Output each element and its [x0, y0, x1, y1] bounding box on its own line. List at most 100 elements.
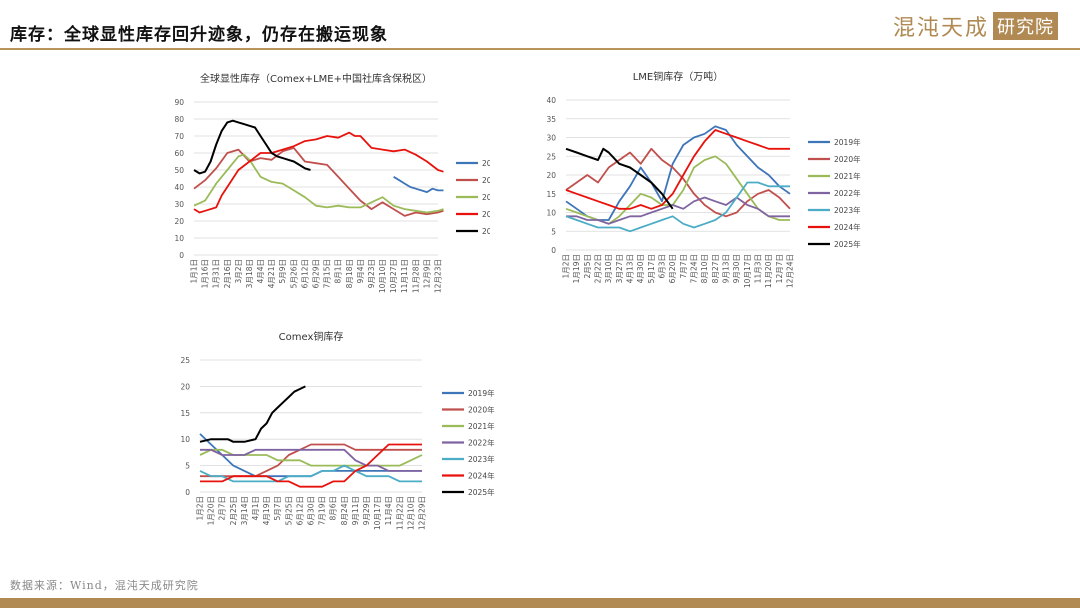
- chart-title: Comex铜库存: [279, 330, 344, 343]
- legend-label: 2022年: [482, 175, 490, 185]
- x-tick-label: 10月10日: [378, 259, 387, 293]
- x-tick-label: 11月4日: [384, 496, 393, 525]
- x-tick-label: 5月9日: [278, 259, 287, 284]
- x-tick-label: 6月12日: [295, 496, 304, 525]
- x-tick-label: 1月1日: [190, 259, 199, 284]
- legend-label: 2025年: [482, 226, 490, 236]
- x-tick-label: 12月29日: [418, 496, 427, 530]
- series-line-2025年: [199, 385, 306, 443]
- legend-label: 2025年: [468, 487, 495, 497]
- x-tick-label: 8月27日: [711, 254, 720, 283]
- x-tick-label: 11月20日: [764, 254, 773, 288]
- x-tick-label: 1月31日: [212, 259, 221, 288]
- y-tick-label: 40: [174, 183, 184, 192]
- x-tick-label: 4月30日: [636, 254, 645, 283]
- x-tick-label: 10月17日: [373, 496, 382, 530]
- x-tick-label: 5月7日: [273, 496, 282, 521]
- x-tick-label: 7月7日: [679, 254, 688, 279]
- y-tick-label: 0: [185, 488, 190, 497]
- series-line-2023年: [199, 464, 422, 483]
- y-tick-label: 30: [174, 200, 184, 209]
- y-tick-label: 70: [174, 132, 184, 141]
- x-tick-label: 3月18日: [245, 259, 254, 288]
- y-tick-label: 10: [174, 234, 184, 243]
- x-tick-label: 9月23日: [367, 259, 376, 288]
- x-tick-label: 8月18日: [345, 259, 354, 288]
- x-tick-label: 12月9日: [422, 259, 431, 288]
- x-tick-label: 9月4日: [356, 259, 365, 284]
- x-tick-label: 7月19日: [318, 496, 327, 525]
- series-line-2019年: [565, 125, 791, 221]
- legend-label: 2020年: [468, 405, 495, 415]
- x-tick-label: 9月11日: [351, 496, 360, 525]
- x-tick-label: 3月2日: [234, 259, 243, 284]
- x-tick-label: 8月6日: [329, 496, 338, 521]
- page-title: 库存：全球显性库存回升迹象，仍存在搬运现象: [10, 25, 388, 45]
- x-tick-label: 1月20日: [207, 496, 216, 525]
- footer-bar: [0, 598, 1080, 608]
- x-tick-label: 11月28日: [411, 259, 420, 293]
- data-source-note: 数据来源：Wind，混沌天成研究院: [10, 579, 199, 592]
- x-tick-label: 9月29日: [362, 496, 371, 525]
- x-tick-label: 6月29日: [312, 259, 321, 288]
- brand-box: 研究院: [993, 12, 1058, 40]
- y-tick-label: 5: [551, 227, 556, 236]
- x-tick-label: 1月2日: [562, 254, 571, 279]
- x-tick-label: 6月20日: [668, 254, 677, 283]
- x-tick-label: 5月17日: [647, 254, 656, 283]
- x-tick-label: 4月19日: [262, 496, 271, 525]
- x-tick-label: 11月22日: [395, 496, 404, 530]
- x-tick-label: 5月25日: [284, 496, 293, 525]
- x-tick-label: 1月16日: [201, 259, 210, 288]
- series-line-2024年: [200, 443, 422, 488]
- series-line-2021年: [393, 176, 444, 194]
- y-tick-label: 50: [174, 166, 184, 175]
- legend-label: 2025年: [834, 239, 861, 249]
- x-tick-label: 1月19日: [572, 254, 581, 283]
- brand-logo: 混沌天成 研究院: [893, 10, 1058, 42]
- x-tick-label: 3月27日: [615, 254, 624, 283]
- x-tick-label: 10月17日: [743, 254, 752, 288]
- series-line-2023年: [565, 181, 790, 233]
- series-line-2023年: [193, 153, 444, 214]
- x-tick-label: 11月3日: [754, 254, 763, 283]
- y-tick-label: 25: [546, 152, 556, 161]
- legend-label: 2024年: [482, 209, 490, 219]
- series-line-2022年: [193, 147, 444, 217]
- header-divider: [0, 48, 1080, 50]
- series-line-2022年: [200, 448, 422, 472]
- legend-label: 2021年: [468, 421, 495, 431]
- brand-name: 混沌天成: [892, 16, 989, 41]
- series-line-2024年: [565, 129, 790, 210]
- y-tick-label: 15: [180, 409, 190, 418]
- series-line-2025年: [193, 119, 311, 175]
- y-tick-label: 35: [546, 115, 556, 124]
- x-tick-label: 7月15日: [323, 259, 332, 288]
- y-tick-label: 20: [180, 382, 190, 391]
- x-tick-label: 4月4日: [256, 259, 265, 284]
- chart-title: LME铜库存（万吨）: [633, 70, 724, 83]
- x-tick-label: 4月13日: [626, 254, 635, 283]
- x-tick-label: 7月24日: [690, 254, 699, 283]
- y-tick-label: 20: [174, 217, 184, 226]
- y-tick-label: 30: [546, 134, 556, 143]
- x-tick-label: 4月1日: [251, 496, 260, 521]
- legend-label: 2022年: [468, 438, 495, 448]
- y-tick-label: 25: [180, 356, 190, 365]
- y-tick-label: 80: [174, 115, 184, 124]
- x-tick-label: 11月11日: [400, 259, 409, 293]
- series-line-2024年: [193, 131, 444, 214]
- y-tick-label: 10: [180, 435, 190, 444]
- x-tick-label: 4月21日: [267, 259, 276, 288]
- series-line-2021年: [199, 448, 423, 467]
- y-tick-label: 5: [185, 462, 190, 471]
- legend-label: 2024年: [468, 471, 495, 481]
- y-tick-label: 0: [179, 251, 184, 260]
- legend-label: 2022年: [834, 188, 861, 198]
- legend-label: 2020年: [834, 154, 861, 164]
- y-tick-label: 20: [546, 171, 556, 180]
- x-tick-label: 3月14日: [240, 496, 249, 525]
- x-tick-label: 8月10日: [700, 254, 709, 283]
- chart-title: 全球显性库存（Comex+LME+中国社库含保税区）: [200, 72, 432, 85]
